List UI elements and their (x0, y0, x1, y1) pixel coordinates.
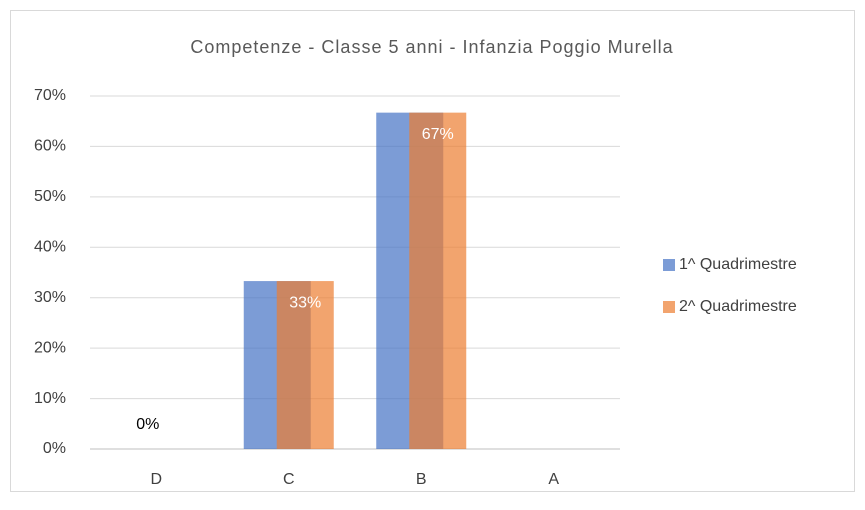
bar (409, 112, 467, 450)
y-tick-label: 20% (34, 339, 66, 356)
bar (276, 281, 334, 449)
data-label: 67% (422, 126, 454, 143)
y-tick-label: 30% (34, 289, 66, 306)
legend-swatch (663, 259, 675, 271)
y-tick-label: 70% (34, 87, 66, 104)
y-tick-label: 40% (34, 239, 66, 256)
x-tick-label: A (548, 471, 559, 488)
legend-label: 2^ Quadrimestre (679, 298, 797, 315)
data-label: 0% (136, 416, 159, 433)
y-tick-label: 50% (34, 188, 66, 205)
x-tick-label: D (150, 471, 162, 488)
y-tick-label: 10% (34, 390, 66, 407)
chart-title: Competenze - Classe 5 anni - Infanzia Po… (190, 37, 673, 57)
data-label: 33% (289, 294, 321, 311)
x-tick-label: C (283, 471, 295, 488)
legend-swatch (663, 301, 675, 313)
legend-label: 1^ Quadrimestre (679, 256, 797, 273)
y-tick-label: 0% (43, 440, 66, 457)
x-tick-label: B (416, 471, 427, 488)
y-tick-label: 60% (34, 138, 66, 155)
